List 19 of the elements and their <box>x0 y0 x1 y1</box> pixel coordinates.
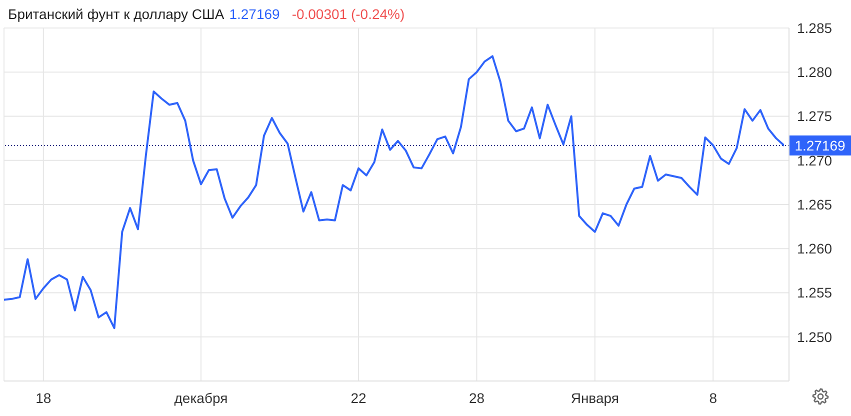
y-tick-label: 1.285 <box>797 20 832 36</box>
y-tick-label: 1.275 <box>797 108 832 124</box>
x-tick-label: 18 <box>36 390 52 406</box>
x-tick-label: декабря <box>174 390 228 406</box>
y-tick-label: 1.265 <box>797 196 832 212</box>
x-tick-label: 8 <box>709 390 718 406</box>
y-tick-label: 1.255 <box>797 284 832 301</box>
x-tick-label: 28 <box>468 390 485 406</box>
chart-title: Британский фунт к доллару США <box>8 6 224 22</box>
x-tick-label: 22 <box>350 390 367 406</box>
y-tick-label: 1.280 <box>797 64 832 80</box>
chart-subtitle: 1.27169 <box>229 6 280 22</box>
y-tick-label: 1.250 <box>797 328 832 345</box>
line-series <box>4 55 784 330</box>
text: -0.00301 (-0.24%) <box>292 6 405 22</box>
y-tick-label: 1.270 <box>797 152 832 168</box>
ref-line-label: 1.27169 <box>794 137 846 154</box>
y-tick-label: 1.260 <box>797 240 832 257</box>
x-tick-label: Января <box>570 390 619 406</box>
